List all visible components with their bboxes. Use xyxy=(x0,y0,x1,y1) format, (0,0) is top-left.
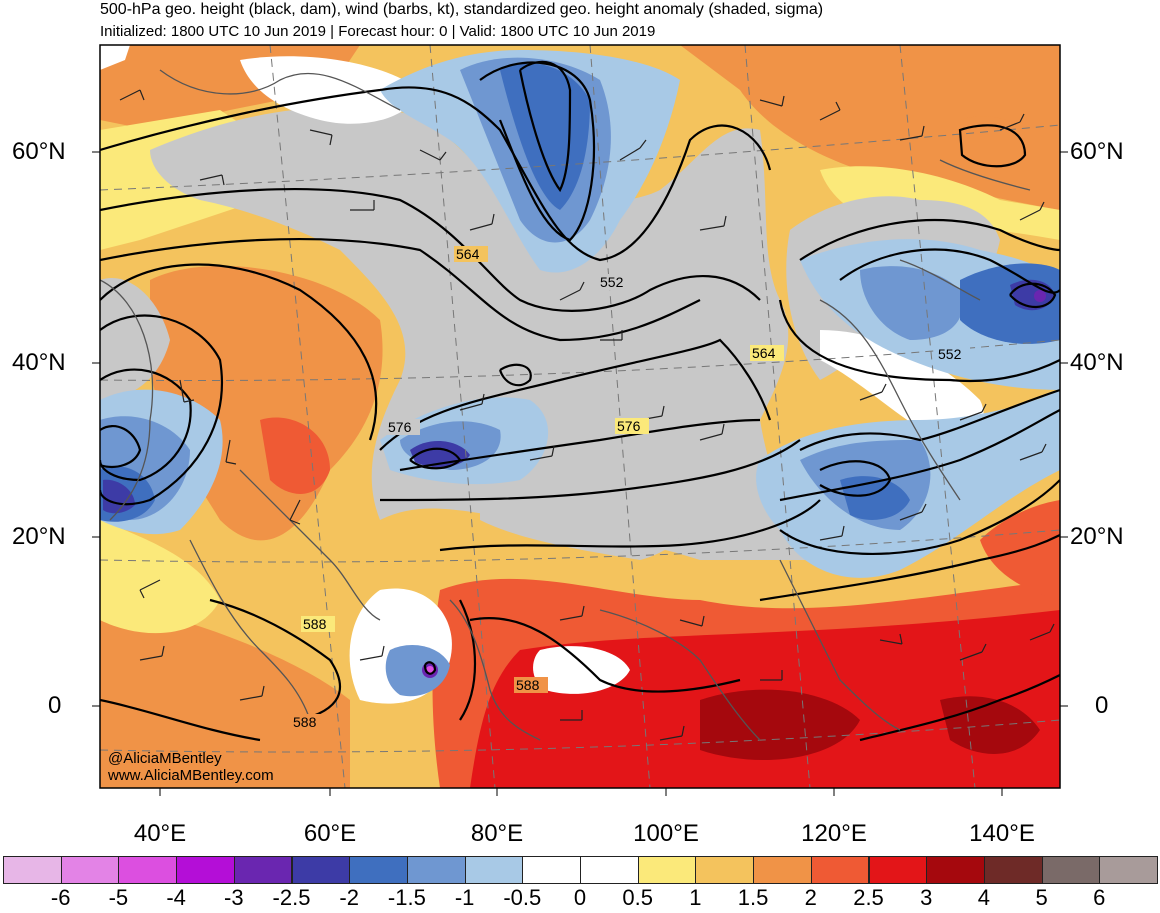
colorbar-label: -4 xyxy=(166,885,186,910)
colorbar-label: 3 xyxy=(920,885,933,910)
lon-label: 80°E xyxy=(470,820,524,847)
lon-label: 60°E xyxy=(303,820,357,847)
colorbar-label: -2.5 xyxy=(272,885,311,910)
colorbar-label: -1.5 xyxy=(387,885,426,910)
credit-website: www.AliciaMBentley.com xyxy=(108,767,274,784)
colorbar-swatch xyxy=(3,856,62,884)
lat-label-left: 60°N xyxy=(12,138,66,165)
colorbar-swatch xyxy=(695,856,755,884)
colorbar-swatch xyxy=(118,856,178,884)
colorbar-swatch xyxy=(464,856,524,884)
lat-label-left: 0 xyxy=(48,692,62,719)
colorbar-swatch xyxy=(1041,856,1101,884)
colorbar-swatch xyxy=(810,856,870,884)
colorbar-label: -3 xyxy=(224,885,244,910)
colorbar-swatch xyxy=(522,856,581,884)
contour-label: 552 xyxy=(938,346,962,362)
wind-barbs xyxy=(119,89,1055,741)
colorbar-swatch xyxy=(1099,856,1158,884)
colorbar-swatch xyxy=(60,856,120,884)
colorbar-swatch xyxy=(349,856,408,884)
contour-label: 564 xyxy=(752,345,776,361)
contour-label: 588 xyxy=(516,677,540,693)
contour-label: 576 xyxy=(388,419,412,435)
colorbar-label: 1 xyxy=(689,885,702,910)
lat-label-right: 40°N xyxy=(1070,349,1124,376)
lon-label: 40°E xyxy=(133,820,187,847)
colorbar-label: -5 xyxy=(108,885,129,910)
coastlines xyxy=(100,69,1031,741)
colorbar-label: -2 xyxy=(339,885,359,910)
colorbar-label: -0.5 xyxy=(503,885,542,910)
colorbar-label: -6 xyxy=(50,885,71,910)
colorbar-swatch xyxy=(176,856,235,884)
lon-label: 100°E xyxy=(633,820,699,847)
contour-label: 576 xyxy=(617,418,641,434)
colorbar-label: 0.5 xyxy=(622,885,653,910)
contour-label: 588 xyxy=(293,714,317,730)
lat-label-left: 40°N xyxy=(12,349,66,376)
axis-ticks xyxy=(92,151,1068,796)
colorbar-label: 5 xyxy=(1035,885,1048,910)
lon-label: 120°E xyxy=(801,820,867,847)
colorbar-swatch xyxy=(926,856,985,884)
colorbar-swatch xyxy=(983,856,1043,884)
colorbar-label: 1.5 xyxy=(737,885,769,910)
contour-label: 588 xyxy=(303,616,327,632)
map-title: 500-hPa geo. height (black, dam), wind (… xyxy=(100,1,824,18)
colorbar-label: 2.5 xyxy=(853,885,884,910)
lat-label-right: 0 xyxy=(1095,692,1109,719)
lat-label-right: 20°N xyxy=(1070,523,1124,550)
anomaly-shading xyxy=(100,45,1060,788)
height-contours xyxy=(100,60,1060,742)
credit-handle: @AliciaMBentley xyxy=(108,750,222,767)
contour-label: 564 xyxy=(456,246,480,262)
lon-label: 140°E xyxy=(969,820,1035,847)
contour-label: 552 xyxy=(600,274,624,290)
colorbar-swatch xyxy=(868,856,928,884)
map-subtitle: Initialized: 1800 UTC 10 Jun 2019 | Fore… xyxy=(100,23,656,40)
colorbar-swatch xyxy=(233,856,293,884)
lat-label-right: 60°N xyxy=(1070,138,1124,165)
colorbar-label: 6 xyxy=(1093,885,1106,910)
colorbar-swatch xyxy=(637,856,697,884)
lat-label-left: 20°N xyxy=(12,523,66,550)
colorbar-label: 0 xyxy=(573,885,587,910)
colorbar-label: 4 xyxy=(977,885,991,910)
colorbar-swatch xyxy=(406,856,466,884)
colorbar-label: 2 xyxy=(804,885,817,910)
map-frame xyxy=(99,44,1061,789)
colorbar-swatch xyxy=(753,856,812,884)
colorbar-label: -1 xyxy=(454,885,475,910)
colorbar-swatch xyxy=(580,856,639,884)
colorbar-swatch xyxy=(291,856,351,884)
